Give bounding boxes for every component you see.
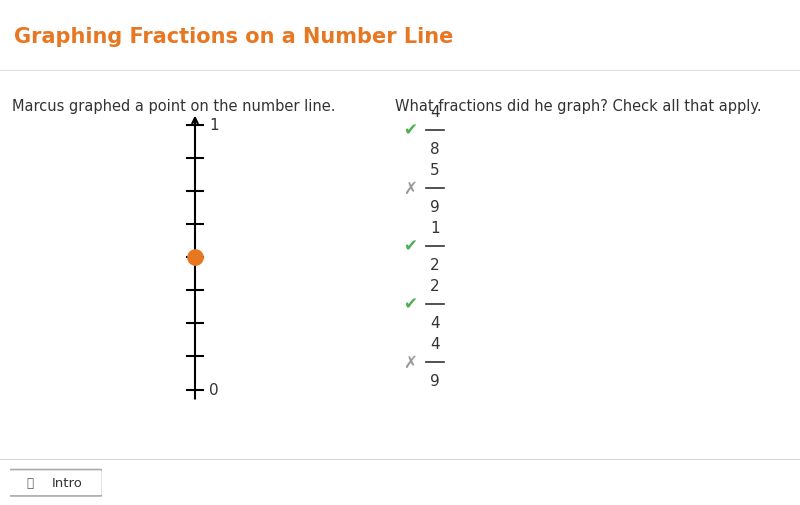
Text: 5: 5: [430, 163, 440, 177]
Text: Marcus graphed a point on the number line.: Marcus graphed a point on the number lin…: [12, 98, 335, 114]
Text: 4: 4: [430, 105, 440, 120]
Text: 4: 4: [430, 315, 440, 330]
Text: 9: 9: [430, 199, 440, 214]
Text: 2: 2: [430, 257, 440, 272]
Text: 🔊: 🔊: [26, 476, 34, 489]
Text: 1: 1: [209, 118, 218, 133]
Text: 2: 2: [430, 278, 440, 293]
Text: What fractions did he graph? Check all that apply.: What fractions did he graph? Check all t…: [395, 98, 762, 114]
Text: ✗: ✗: [403, 179, 417, 197]
Text: ✔: ✔: [403, 295, 417, 313]
Text: Graphing Fractions on a Number Line: Graphing Fractions on a Number Line: [14, 27, 454, 47]
Text: 0: 0: [209, 382, 218, 397]
Text: 9: 9: [430, 373, 440, 388]
Text: ✔: ✔: [403, 237, 417, 255]
Text: 4: 4: [430, 336, 440, 351]
FancyBboxPatch shape: [9, 470, 102, 496]
Text: ✔: ✔: [403, 122, 417, 139]
Text: 1: 1: [430, 220, 440, 235]
Text: ✗: ✗: [403, 353, 417, 371]
Text: Intro: Intro: [52, 476, 83, 489]
Text: 8: 8: [430, 141, 440, 157]
